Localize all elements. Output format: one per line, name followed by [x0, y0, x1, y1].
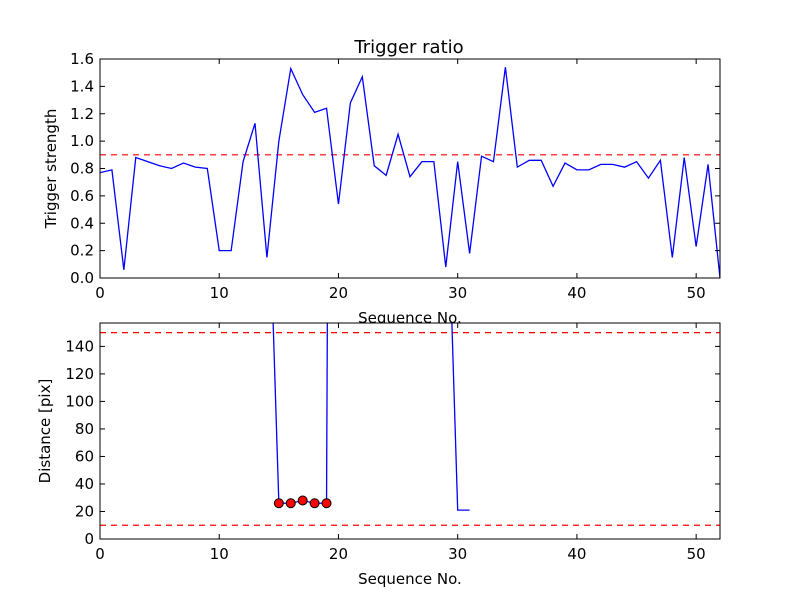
y-axis-label: Trigger strength [42, 109, 60, 230]
y-tick-label: 0.8 [70, 160, 94, 178]
data-point [309, 498, 320, 509]
x-tick-label: 20 [329, 284, 348, 302]
x-tick-label: 0 [95, 284, 105, 302]
chart-title: Trigger ratio [353, 37, 463, 58]
y-tick-label: 60 [75, 447, 94, 465]
series-line [451, 323, 470, 511]
x-axis-label: Sequence No. [358, 570, 462, 588]
x-tick-label: 20 [329, 545, 348, 563]
series-line [100, 66, 720, 278]
y-tick-label: 120 [65, 365, 94, 383]
data-point [321, 498, 332, 509]
x-tick-label: 0 [95, 545, 105, 563]
x-tick-label: 50 [687, 545, 706, 563]
x-tick-label: 40 [567, 284, 586, 302]
y-axis-label: Distance [pix] [36, 379, 54, 484]
y-tick-label: 100 [65, 392, 94, 410]
y-tick-label: 1.6 [70, 50, 94, 68]
y-tick-label: 20 [75, 502, 94, 520]
x-tick-label: 10 [210, 545, 229, 563]
x-tick-label: 40 [567, 545, 586, 563]
plot-background [100, 323, 720, 539]
data-point [285, 498, 296, 509]
y-tick-label: 1.0 [70, 132, 94, 150]
trigger-ratio-chart: Trigger ratio 0 10 20 30 40 50 0.0 0.2 0.4 0.6 0.8… [42, 37, 721, 327]
y-tick-label: 40 [75, 475, 94, 493]
plot-frame [99, 58, 721, 279]
y-tick-label: 0 [84, 530, 94, 548]
y-tick-label: 1.4 [70, 77, 94, 95]
distance-chart: 0 10 20 30 40 50 0 20 40 60 80 100 120 140 Sequence N… [36, 322, 721, 588]
x-tick-label: 30 [448, 545, 467, 563]
data-point [273, 498, 284, 509]
x-tick-label: 50 [687, 284, 706, 302]
y-tick-label: 80 [75, 420, 94, 438]
y-tick-label: 0.4 [70, 214, 94, 232]
y-tick-label: 0.0 [70, 269, 94, 287]
data-point [297, 495, 308, 506]
y-tick-label: 140 [65, 337, 94, 355]
y-tick-label: 1.2 [70, 105, 94, 123]
y-tick-label: 0.2 [70, 242, 94, 260]
x-tick-label: 30 [448, 284, 467, 302]
x-tick-label: 10 [210, 284, 229, 302]
plot-frame [99, 322, 721, 540]
y-tick-label: 0.6 [70, 187, 94, 205]
